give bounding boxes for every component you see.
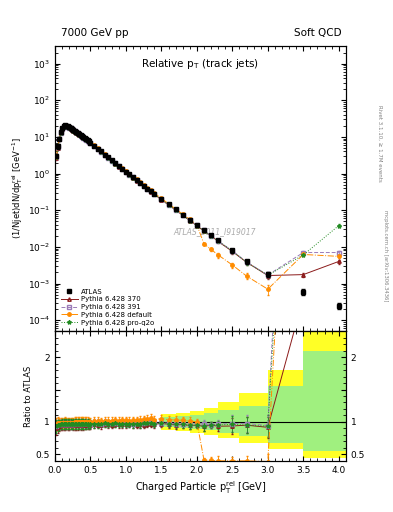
Y-axis label: Ratio to ATLAS: Ratio to ATLAS xyxy=(24,366,33,426)
Text: Soft QCD: Soft QCD xyxy=(294,28,342,38)
Legend: ATLAS, Pythia 6.428 370, Pythia 6.428 391, Pythia 6.428 default, Pythia 6.428 pr: ATLAS, Pythia 6.428 370, Pythia 6.428 39… xyxy=(59,287,157,328)
X-axis label: Charged Particle p$_\mathregular{T}^\mathregular{rel}$ [GeV]: Charged Particle p$_\mathregular{T}^\mat… xyxy=(134,479,266,496)
Y-axis label: (1/Njet)dN/dp$_\mathregular{T}^\mathregular{rel}$ [GeV$^{-1}$]: (1/Njet)dN/dp$_\mathregular{T}^\mathregu… xyxy=(10,138,25,240)
Text: 7000 GeV pp: 7000 GeV pp xyxy=(61,28,129,38)
Text: ATLAS_2011_I919017: ATLAS_2011_I919017 xyxy=(174,227,256,236)
Text: Relative p$_\mathregular{T}$ (track jets): Relative p$_\mathregular{T}$ (track jets… xyxy=(141,57,259,72)
Text: mcplots.cern.ch [arXiv:1306.3436]: mcplots.cern.ch [arXiv:1306.3436] xyxy=(383,210,387,302)
Text: Rivet 3.1.10, ≥ 1.7M events: Rivet 3.1.10, ≥ 1.7M events xyxy=(377,105,382,182)
